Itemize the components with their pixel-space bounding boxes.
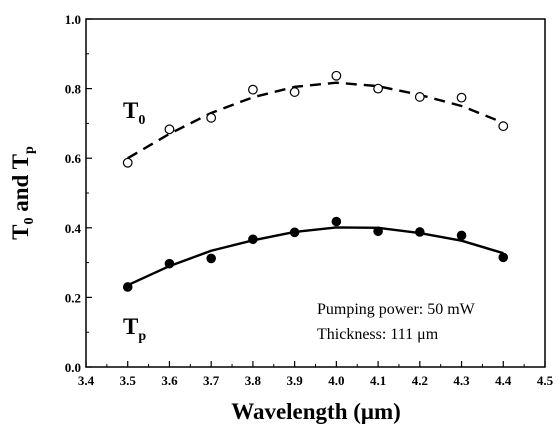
x-tick-label: 3.8 [245,373,262,388]
data-point-t0 [456,92,467,103]
plot-area-frame [85,18,546,368]
y-tick-label: 0.4 [65,221,82,236]
x-tick-label: 4.3 [453,373,470,388]
data-point-tp [248,234,258,245]
fit-lines [127,81,504,287]
data-point-t0 [122,157,133,168]
y-tick-label: 0.8 [65,82,82,97]
fit-line-t0 [127,81,504,160]
x-tick-label: 4.0 [328,373,344,388]
data-point-tp [289,227,300,238]
x-tick-label: 4.1 [370,373,386,388]
series-label-tp: Tp [123,314,146,344]
data-point-tp [456,230,467,241]
y-axis-title: T0 and Tp [8,146,37,240]
y-axis-title-sub-0: 0 [22,217,37,224]
data-point-t0 [331,70,342,81]
data-point-tp [164,258,175,269]
data-point-tp [415,227,425,237]
annotation-thickness: Thickness: 111 μm [317,326,439,343]
data-point-t0 [498,121,509,132]
axis-ticks [85,18,546,368]
fit-line-tp [127,226,504,287]
data-point-tp [331,216,342,227]
data-point-tp [373,226,383,237]
y-tick-label: 0.6 [65,151,82,166]
data-point-t0 [248,84,258,95]
y-tick-labels: 0.0 0.2 0.4 0.6 0.8 1.0 [65,12,82,375]
y-axis-title-sub-p: p [22,146,37,154]
y-tick-label: 0.2 [65,290,81,305]
x-tick-label: 3.9 [287,373,304,388]
x-tick-label: 3.6 [161,373,178,388]
x-tick-labels: 3.4 3.5 3.6 3.7 3.8 3.9 4.0 4.1 4.2 4.3 4.4 4.5 [78,373,554,388]
y-tick-label: 1.0 [65,12,81,27]
x-tick-label: 4.5 [537,373,554,388]
x-tick-label: 3.5 [120,373,137,388]
x-tick-label: 3.7 [203,373,220,388]
series-label-t0: T0 [123,98,145,128]
data-point-t0 [206,112,217,123]
data-point-t0 [164,124,175,135]
x-tick-label: 3.4 [78,373,95,388]
y-tick-label: 0.0 [65,360,81,375]
data-point-tp [206,253,216,264]
data-markers [122,70,509,292]
data-point-t0 [289,87,300,97]
data-point-t0 [373,83,383,94]
x-tick-label: 4.4 [495,373,512,388]
data-point-t0 [414,92,425,102]
annotation-pumping-power: Pumping power: 50 mW [317,301,476,318]
x-tick-label: 4.2 [412,373,428,388]
data-point-tp [498,252,509,263]
x-axis-title: Wavelength (μm) [231,399,401,424]
data-point-tp [122,282,133,292]
